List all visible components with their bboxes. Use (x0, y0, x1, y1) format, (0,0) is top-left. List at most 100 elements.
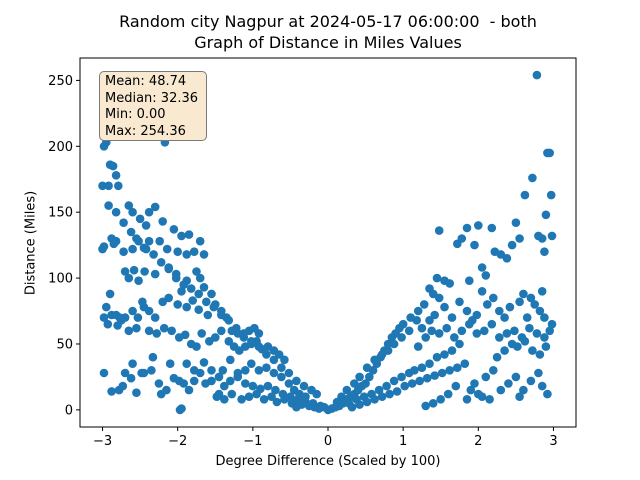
scatter-point (297, 400, 307, 409)
scatter-point (451, 381, 461, 391)
scatter-point (128, 207, 137, 217)
scatter-point (292, 376, 301, 386)
scatter-point (203, 310, 213, 320)
scatter-point (307, 385, 316, 395)
scatter-point (457, 326, 467, 336)
scatter-point (171, 273, 181, 283)
chart-title-line-1: Random city Nagpur at 2024-05-17 06:00:0… (119, 12, 537, 31)
scatter-point (389, 339, 399, 349)
scatter-point (220, 381, 229, 391)
scatter-point (522, 313, 532, 322)
scatter-point (474, 221, 483, 230)
y-tick-label: 250 (48, 74, 73, 89)
scatter-point (474, 389, 483, 399)
scatter-point (500, 346, 509, 355)
scatter-point (154, 379, 164, 388)
scatter-point (540, 333, 549, 342)
scatter-point (269, 355, 279, 365)
stats-median: Median: 32.36 (105, 90, 199, 106)
scatter-point (244, 392, 254, 402)
stats-max: Max: 254.36 (105, 123, 186, 139)
y-tick-label: 100 (48, 272, 73, 287)
scatter-point (119, 247, 128, 256)
scatter-point (252, 389, 261, 399)
scatter-point (487, 223, 497, 233)
scatter-point (280, 355, 289, 365)
scatter-point (374, 385, 384, 395)
x-tick-label: −3 (93, 434, 112, 449)
scatter-point (362, 397, 372, 407)
scatter-point (472, 329, 482, 338)
scatter-point (117, 316, 126, 325)
scatter-point (247, 337, 256, 346)
scatter-point (355, 400, 364, 409)
scatter-point (202, 297, 211, 307)
scatter-point (434, 329, 444, 338)
y-tick-label: 150 (48, 206, 73, 221)
scatter-point (462, 395, 472, 404)
scatter-point (397, 372, 406, 382)
scatter-point (417, 323, 427, 333)
scatter-point (432, 273, 442, 283)
scatter-point (189, 366, 199, 375)
scatter-point (214, 372, 224, 382)
scatter-point (457, 234, 467, 243)
scatter-point (436, 395, 446, 404)
scatter-point (410, 366, 419, 375)
scatter-point (495, 306, 504, 316)
scatter-point (277, 363, 286, 373)
scatter-point (502, 253, 512, 263)
scatter-point (138, 297, 147, 307)
scatter-point (211, 333, 220, 342)
scatter-point (177, 287, 186, 296)
scatter-point (167, 326, 176, 336)
scatter-point (155, 236, 164, 246)
scatter-point (520, 190, 530, 200)
y-tick-label: 0 (65, 403, 73, 418)
scatter-point (148, 352, 158, 362)
scatter-point (511, 372, 521, 382)
scatter-point (492, 352, 502, 362)
scatter-point (532, 70, 542, 80)
x-axis-ticks: −3 −2 −1 0 1 2 3 (93, 427, 558, 449)
scatter-point (156, 258, 166, 267)
scatter-points (98, 70, 557, 415)
scatter-point (413, 306, 423, 316)
scatter-point (269, 368, 279, 378)
scatter-point (397, 333, 406, 342)
scatter-point (149, 250, 158, 259)
scatter-point (430, 310, 440, 320)
scatter-point (526, 376, 536, 386)
scatter-point (135, 214, 145, 224)
scatter-point (389, 376, 399, 386)
scatter-point (184, 230, 194, 239)
scatter-point (419, 300, 429, 309)
scatter-point (254, 329, 264, 338)
chart-title-line-2: Graph of Distance in Miles Values (194, 33, 462, 52)
scatter-point (179, 379, 188, 388)
scatter-point (111, 207, 121, 217)
scatter-point (134, 276, 143, 286)
scatter-point (241, 366, 250, 375)
scatter-point (98, 181, 107, 191)
scatter-point (150, 202, 160, 212)
scatter-point (224, 337, 234, 346)
scatter-point (477, 263, 487, 272)
scatter-point (385, 389, 394, 399)
scatter-point (214, 389, 224, 399)
scatter-point (496, 385, 506, 395)
scatter-point (158, 217, 167, 226)
scatter-point (453, 363, 462, 373)
scatter-point (365, 372, 374, 382)
scatter-point (173, 300, 182, 309)
scatter-point (156, 389, 166, 399)
scatter-point (528, 173, 537, 183)
scatter-point (519, 289, 528, 299)
scatter-point (226, 355, 235, 365)
scatter-point (189, 247, 199, 256)
y-axis-ticks: 0 50 100 150 200 250 (48, 74, 80, 418)
scatter-point (481, 271, 491, 280)
stats-min: Min: 0.00 (105, 107, 166, 122)
scatter-point (377, 392, 387, 402)
scatter-point (442, 323, 452, 333)
